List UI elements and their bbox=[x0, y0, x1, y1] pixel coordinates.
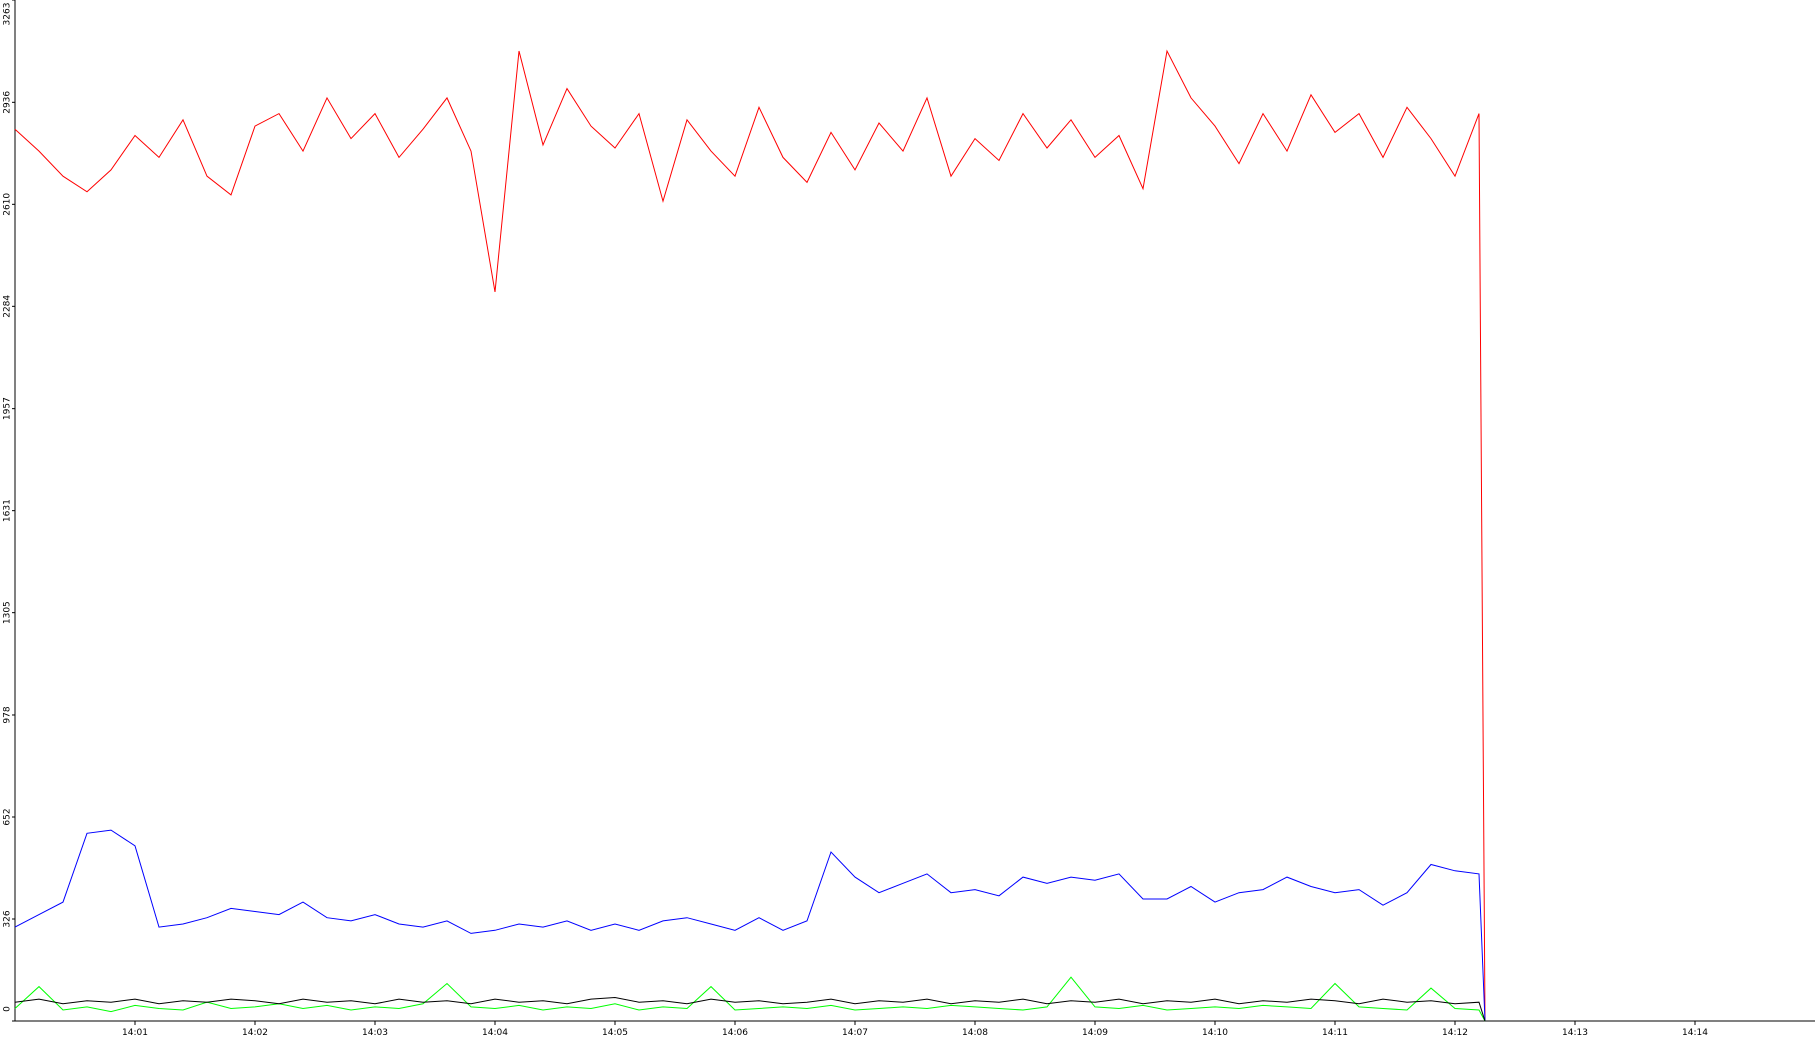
series-line bbox=[14, 49, 1486, 1022]
x-tick-label: 14:08 bbox=[962, 1028, 988, 1038]
y-tick-label: 2936 bbox=[3, 91, 13, 114]
y-tick-label: 3263 bbox=[3, 3, 13, 26]
x-tick-label: 14:06 bbox=[722, 1028, 748, 1038]
x-tick-label: 14:05 bbox=[602, 1028, 628, 1038]
y-tick-label: 2284 bbox=[3, 295, 13, 318]
x-tick-label: 14:13 bbox=[1562, 1028, 1588, 1038]
y-tick-label: 978 bbox=[3, 706, 13, 723]
x-tick-label: 14:03 bbox=[362, 1028, 388, 1038]
y-tick-label: 326 bbox=[3, 910, 13, 927]
x-tick-label: 14:11 bbox=[1322, 1028, 1348, 1038]
x-tick-label: 14:04 bbox=[482, 1028, 508, 1038]
series-line bbox=[14, 996, 1486, 1022]
x-tick-label: 14:01 bbox=[122, 1028, 148, 1038]
x-tick-label: 14:09 bbox=[1082, 1028, 1108, 1038]
x-tick-label: 14:02 bbox=[242, 1028, 268, 1038]
y-tick-label: 2610 bbox=[3, 193, 13, 216]
y-tick-label: 652 bbox=[3, 808, 13, 825]
y-tick-label: 1305 bbox=[3, 601, 13, 624]
y-tick-label: 0 bbox=[3, 1006, 13, 1012]
series-line bbox=[14, 976, 1486, 1022]
x-tick-label: 14:14 bbox=[1682, 1028, 1708, 1038]
y-tick-label: 1631 bbox=[3, 499, 13, 522]
y-tick-label: 1957 bbox=[3, 397, 13, 420]
x-tick-label: 14:12 bbox=[1442, 1028, 1468, 1038]
x-tick-label: 14:07 bbox=[842, 1028, 868, 1038]
series-line bbox=[14, 829, 1486, 1022]
x-tick-label: 14:10 bbox=[1202, 1028, 1228, 1038]
